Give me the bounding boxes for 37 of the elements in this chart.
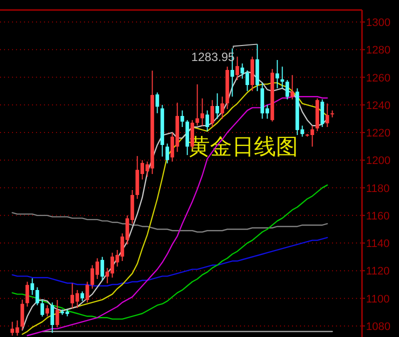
y-tick-label: 1140 <box>366 238 390 250</box>
candlestick <box>156 92 160 114</box>
candlestick <box>290 74 294 100</box>
y-tick-label: 1100 <box>366 293 390 306</box>
y-tick-label: 1300 <box>366 17 390 30</box>
candlestick <box>326 103 330 128</box>
candlestick <box>216 92 220 120</box>
y-tick-label: 1160 <box>366 210 390 222</box>
candlestick <box>180 110 184 128</box>
y-tick-label: 1260 <box>366 72 390 84</box>
candlestick <box>100 256 104 281</box>
candlestick <box>236 56 240 81</box>
y-tick-label: 1200 <box>366 155 390 168</box>
y-tick-label: 1120 <box>366 266 390 278</box>
candlestick <box>46 304 50 317</box>
y-tick-label: 1080 <box>366 320 390 333</box>
candlestick <box>30 278 34 296</box>
candlestick <box>220 96 224 120</box>
candlestick <box>86 281 90 303</box>
y-tick-label: 1180 <box>366 182 390 195</box>
y-tick-label: 1280 <box>366 44 390 57</box>
candlestick <box>166 143 170 164</box>
candlestick <box>26 281 30 308</box>
candlestick <box>206 110 210 132</box>
candlestick <box>210 100 214 128</box>
candlestick <box>286 80 290 100</box>
candlestick <box>56 299 60 328</box>
candlestick <box>276 60 280 89</box>
y-tick-label: 1240 <box>366 100 390 112</box>
candlestick <box>36 286 40 306</box>
candlestick <box>50 302 54 334</box>
candlestick <box>80 290 84 302</box>
y-tick-label: 1220 <box>366 128 390 140</box>
candlestick <box>200 98 204 126</box>
candlestick <box>40 299 44 318</box>
candlestick <box>320 98 324 128</box>
candlestick <box>20 299 24 331</box>
